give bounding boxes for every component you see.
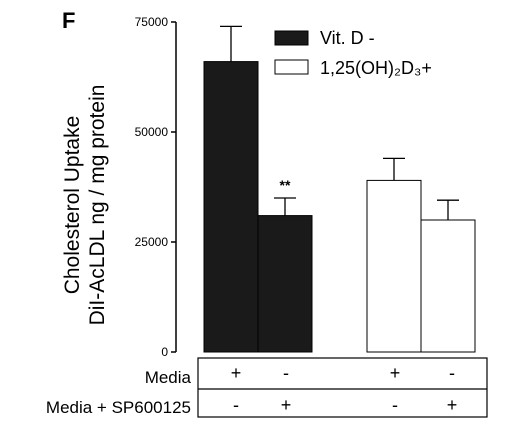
- condition-table: Media Media + SP600125 + - + - - + - +: [46, 357, 488, 418]
- condition-sign: -: [392, 395, 398, 415]
- condition-row-label-media: Media: [145, 368, 192, 387]
- y-tick-label: 50000: [135, 125, 169, 139]
- y-axis-label-line2: DiI-AcLDL ng / mg protein: [86, 85, 109, 326]
- y-axis-label-line1: Cholesterol Uptake: [61, 116, 84, 295]
- condition-sign: -: [233, 395, 239, 415]
- y-tick-label: 25000: [135, 235, 169, 249]
- y-tick-label: 75000: [135, 15, 169, 29]
- condition-table-border: [197, 357, 488, 418]
- bars-group: **: [203, 25, 476, 353]
- bar: [257, 215, 313, 353]
- bar: [420, 219, 476, 353]
- legend-label-vitd-minus: Vit. D -: [320, 28, 375, 48]
- y-tick-label: 0: [161, 345, 168, 359]
- condition-sign: -: [449, 363, 455, 383]
- legend-swatch-vitd-minus: [274, 30, 309, 46]
- bar: [366, 179, 422, 353]
- condition-sign: +: [231, 363, 242, 383]
- legend-label-125oh2d3-plus: 1,25(OH)₂D₃+: [320, 58, 432, 78]
- condition-sign: +: [281, 395, 292, 415]
- significance-annotation: **: [280, 177, 291, 193]
- panel-letter: F: [62, 8, 75, 33]
- y-axis-label: Cholesterol Uptake DiI-AcLDL ng / mg pro…: [61, 85, 109, 326]
- bar: [203, 61, 259, 353]
- condition-row-label-media-sp600125: Media + SP600125: [46, 398, 191, 417]
- legend: Vit. D - 1,25(OH)₂D₃+: [274, 28, 432, 78]
- y-axis-ticks: 0 25000 50000 75000: [135, 15, 176, 359]
- condition-sign: -: [283, 363, 289, 383]
- condition-sign: +: [447, 395, 458, 415]
- condition-sign: +: [390, 363, 401, 383]
- legend-swatch-125oh2d3-plus: [274, 59, 309, 75]
